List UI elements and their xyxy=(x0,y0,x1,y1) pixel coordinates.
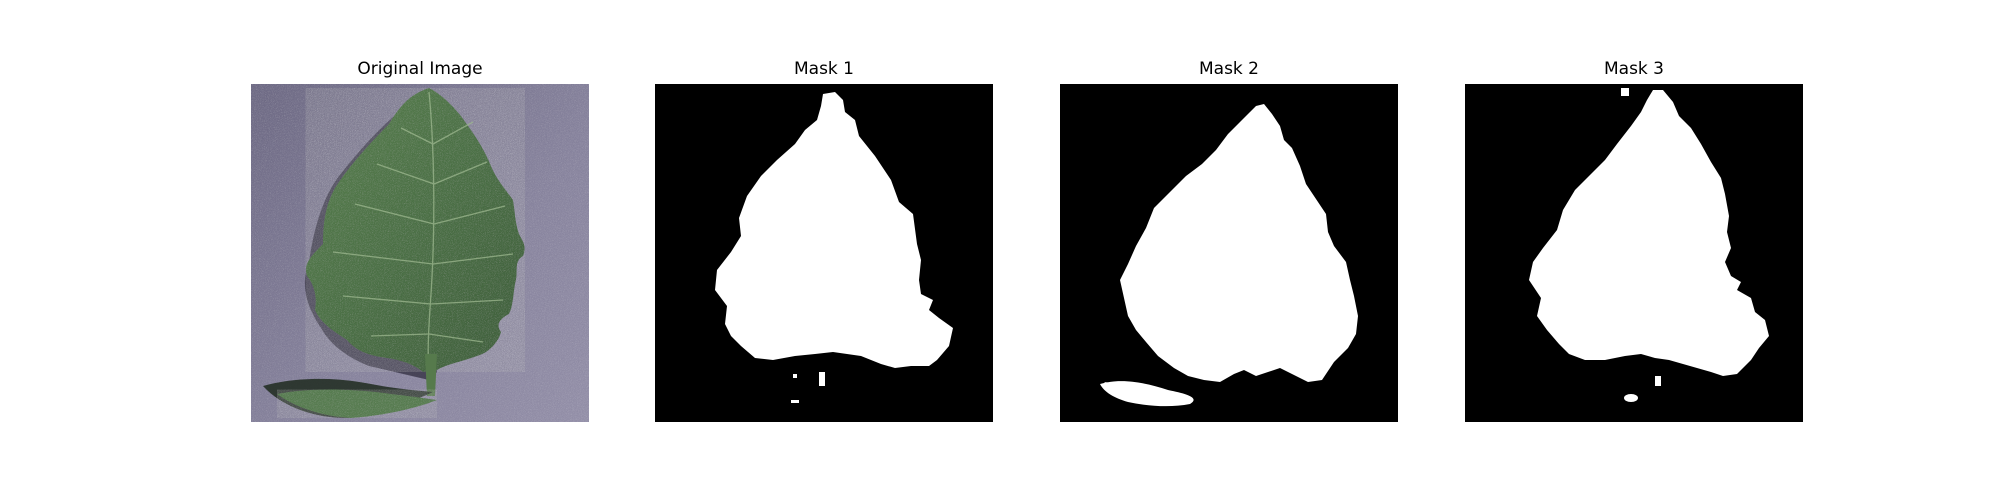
leaf-photo xyxy=(251,84,589,422)
original-image xyxy=(251,84,589,422)
leaflet xyxy=(277,389,437,418)
mask-3-image xyxy=(1465,84,1803,422)
mask-speck xyxy=(1621,88,1629,96)
mask-foreground xyxy=(1529,90,1769,376)
leaf xyxy=(305,88,525,372)
mask-speck xyxy=(1624,394,1638,402)
mask-speck xyxy=(1104,382,1122,390)
mask-2-title: Mask 2 xyxy=(1198,59,1259,79)
original-image-title: Original Image xyxy=(357,59,483,79)
mask-1-title: Mask 1 xyxy=(793,59,854,79)
mask-1 xyxy=(655,84,993,422)
mask-speck xyxy=(793,374,797,378)
mask-speck xyxy=(1655,376,1661,386)
mask-2-image xyxy=(1060,84,1398,422)
mask-3 xyxy=(1465,84,1803,422)
mask-3-title: Mask 3 xyxy=(1603,59,1664,79)
mask-speck xyxy=(791,400,799,403)
mask-1-image xyxy=(655,84,993,422)
mask-foreground xyxy=(715,92,953,368)
mask-foreground xyxy=(1120,104,1358,382)
leaf-veins xyxy=(332,91,514,385)
mask-2 xyxy=(1060,84,1398,422)
leaf-stem xyxy=(425,354,437,396)
mask-speck xyxy=(819,372,825,386)
mask-fragment xyxy=(1100,381,1194,407)
